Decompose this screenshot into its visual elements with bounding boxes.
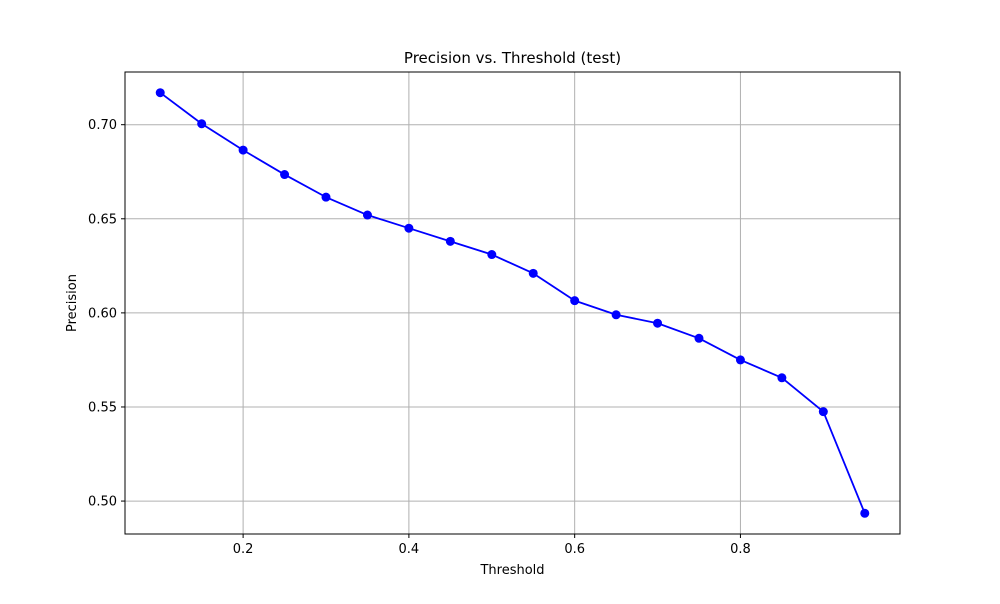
x-tick-label: 0.6 [564,542,585,557]
series-layer [155,88,870,518]
x-axis-label: Threshold [479,563,544,578]
data-point [777,373,787,383]
x-tick-label: 0.2 [233,542,254,557]
data-point [860,508,870,518]
y-tick-label: 0.55 [88,400,117,415]
y-axis-label: Precision [65,274,80,332]
y-tick-label: 0.60 [88,306,117,321]
data-point [280,170,290,180]
chart-title: Precision vs. Threshold (test) [404,49,621,67]
y-tick-label: 0.50 [88,495,117,510]
data-point [735,355,745,365]
data-point [528,268,538,278]
ticks-layer: 0.2 0.4 0.6 0.8 0.50 0.55 0.60 0.65 0.70 [88,118,751,557]
data-point [487,250,497,260]
series-line [159,91,866,514]
data-point [238,145,248,155]
grid-lines [125,72,900,534]
data-point [197,119,207,129]
data-point [818,407,828,417]
y-tick-label: 0.65 [88,212,117,227]
data-point [362,210,372,220]
data-point [653,318,663,328]
data-point [694,333,704,343]
data-point [404,223,414,233]
data-point [155,88,165,98]
y-tick-label: 0.70 [88,118,117,133]
data-point [570,296,580,306]
x-tick-label: 0.8 [730,542,751,557]
data-point [321,192,331,202]
data-point [611,310,621,320]
plot-frame [124,71,901,535]
x-tick-label: 0.4 [399,542,420,557]
data-point [445,236,455,246]
